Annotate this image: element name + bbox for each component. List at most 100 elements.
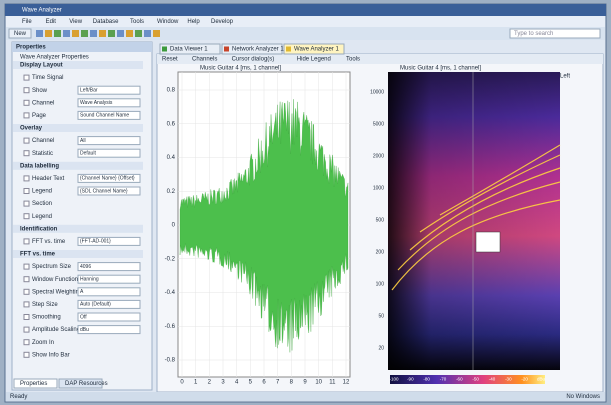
colorbar-label: dBu (537, 377, 546, 382)
menu-item[interactable]: File (22, 19, 32, 25)
property-value: Sound Channel Name (80, 113, 129, 119)
x-tick-label: 12 (343, 380, 350, 386)
bottom-tab-label: DAP Resources (65, 381, 108, 387)
plot-tool[interactable]: Hide Legend (297, 57, 331, 63)
cursor-info (476, 232, 500, 252)
checkbox[interactable] (24, 277, 29, 282)
property-label: Spectral Weighting (32, 289, 82, 295)
y-tick-label: -0.6 (165, 324, 176, 330)
property-label: Channel (32, 100, 54, 106)
property-label: Amplitude Scaling (32, 327, 80, 333)
colorbar-label: -70 (440, 377, 447, 382)
tab-icon (162, 47, 167, 52)
waveform-title: Music Guitar 4 [ms, 1 channel] (200, 66, 281, 72)
toolbar-icon[interactable] (126, 30, 133, 37)
toolbar-icon[interactable] (54, 30, 61, 37)
plot-tool[interactable]: Channels (192, 57, 217, 63)
property-value: 4096 (80, 264, 91, 270)
colorbar-label: -100 (389, 377, 399, 382)
menu-item[interactable]: Help (187, 19, 200, 25)
property-value: Off (80, 314, 87, 320)
section-label: Display Layout (20, 63, 63, 69)
property-label: Zoom In (32, 340, 54, 346)
checkbox[interactable] (24, 315, 29, 320)
status-right: No Windows (566, 394, 600, 400)
property-label: Show (32, 88, 48, 94)
property-label: Header Text (32, 176, 65, 182)
tab-icon (286, 47, 291, 52)
checkbox[interactable] (24, 88, 29, 93)
y-tick-label: 500 (376, 217, 385, 223)
toolbar-icon[interactable] (72, 30, 79, 37)
colorbar-label: -30 (505, 377, 512, 382)
menu-item[interactable]: View (69, 19, 83, 25)
status-bar (6, 392, 605, 401)
checkbox[interactable] (24, 352, 29, 357)
checkbox[interactable] (24, 151, 29, 156)
toolbar-icon[interactable] (36, 30, 43, 37)
toolbar-icon[interactable] (90, 30, 97, 37)
plot-toolbar (157, 54, 603, 64)
property-label: Legend (32, 214, 52, 220)
checkbox[interactable] (24, 75, 29, 80)
menu-item[interactable]: Window (157, 19, 179, 25)
menu-item[interactable]: Edit (46, 19, 57, 25)
bottom-tab-label: Properties (20, 381, 47, 387)
menu-item[interactable]: Tools (130, 19, 144, 25)
colorbar-label: -80 (423, 377, 430, 382)
property-field[interactable] (78, 137, 140, 145)
checkbox[interactable] (24, 189, 29, 194)
toolbar-icon[interactable] (135, 30, 142, 37)
property-value: {FFT-AD-001} (80, 239, 111, 245)
property-label: Smoothing (32, 315, 61, 321)
checkbox[interactable] (24, 327, 29, 332)
toolbar-icon[interactable] (81, 30, 88, 37)
checkbox[interactable] (24, 201, 29, 206)
checkbox[interactable] (24, 113, 29, 118)
property-value: dBu (80, 327, 89, 333)
toolbar-icon[interactable] (99, 30, 106, 37)
colorbar-label: -50 (472, 377, 479, 382)
colorbar-label: -20 (521, 377, 528, 382)
toolbar-icon[interactable] (117, 30, 124, 37)
property-label: Statistic (32, 151, 53, 157)
y-tick-label: -0.2 (165, 256, 176, 262)
property-field[interactable] (78, 313, 140, 321)
checkbox[interactable] (24, 214, 29, 219)
y-tick-label: -0.4 (165, 290, 176, 296)
spectrogram-shade (388, 72, 560, 370)
toolbar-icon[interactable] (144, 30, 151, 37)
spectrogram-title: Music Guitar 4 [ms, 1 channel] (400, 66, 481, 72)
x-tick-label: 11 (329, 380, 336, 386)
property-label: Legend (32, 189, 52, 195)
toolbar-icon[interactable] (153, 30, 160, 37)
checkbox[interactable] (24, 138, 29, 143)
toolbar-icon[interactable] (45, 30, 52, 37)
plot-tool[interactable]: Reset (162, 57, 178, 63)
tab-icon (224, 47, 229, 52)
checkbox[interactable] (24, 289, 29, 294)
legend: Left (560, 74, 570, 80)
property-value: Left/Bar (80, 88, 98, 94)
checkbox[interactable] (24, 176, 29, 181)
property-field[interactable] (78, 288, 140, 296)
menu-item[interactable]: Database (93, 19, 119, 25)
plot-tool[interactable]: Tools (346, 57, 360, 63)
property-label: Section (32, 201, 52, 207)
toolbar-icon[interactable] (108, 30, 115, 37)
property-value: Hanning (80, 277, 99, 283)
panel-title: Properties (16, 45, 46, 51)
y-tick-label: 2000 (373, 153, 384, 159)
checkbox[interactable] (24, 239, 29, 244)
checkbox[interactable] (24, 100, 29, 105)
checkbox[interactable] (24, 264, 29, 269)
toolbar-icon[interactable] (63, 30, 70, 37)
plot-tool[interactable]: Cursor dialog(s) (232, 57, 275, 63)
checkbox[interactable] (24, 302, 29, 307)
y-tick-label: 0.6 (167, 121, 176, 127)
y-tick-label: 0.4 (167, 155, 176, 161)
property-value: {Channel Name} {Offset} (80, 176, 135, 182)
checkbox[interactable] (24, 340, 29, 345)
property-label: Page (32, 113, 47, 119)
menu-item[interactable]: Develop (211, 19, 234, 25)
